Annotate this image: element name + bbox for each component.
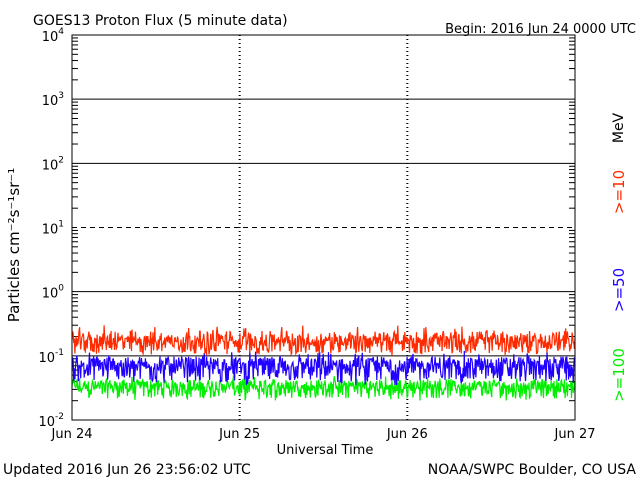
x-tick-label: Jun 26	[386, 427, 428, 442]
legend-entry: >=100	[610, 348, 628, 402]
y-tick-label: 103	[42, 91, 64, 109]
chart-title: GOES13 Proton Flux (5 minute data)	[33, 13, 288, 29]
y-tick-label: 10-2	[38, 412, 64, 430]
begin-time: Begin: 2016 Jun 24 0000 UTC	[445, 22, 636, 37]
y-tick-labels: 104 103 102 101 100 10-1 10-2	[38, 27, 64, 430]
x-axis-label: Universal Time	[277, 443, 374, 458]
y-tick-label: 100	[42, 284, 65, 302]
data-source: NOAA/SWPC Boulder, CO USA	[428, 462, 637, 478]
y-tick-label: 10-1	[38, 348, 64, 366]
y-axis-label: Particles cm⁻²s⁻¹sr⁻¹	[5, 168, 23, 322]
data-series	[71, 325, 576, 401]
x-tick-label: Jun 25	[218, 427, 260, 442]
y-tick-label: 101	[42, 220, 64, 238]
x-tick-label: Jun 27	[554, 427, 596, 442]
series-line	[71, 325, 576, 356]
legend-unit: MeV	[611, 112, 627, 143]
updated-time: Updated 2016 Jun 26 23:56:02 UTC	[3, 462, 251, 478]
y-tick-label: 104	[42, 27, 65, 45]
legend-entry: >=50	[610, 268, 628, 312]
plot-frame	[71, 34, 576, 421]
legend: MeV >=10 >=50 >=100	[610, 112, 628, 401]
y-tick-label: 102	[42, 155, 64, 173]
series-line	[71, 350, 576, 385]
x-tick-label: Jun 24	[51, 427, 93, 442]
series-line	[71, 375, 576, 401]
legend-entry: >=10	[610, 170, 628, 214]
x-tick-labels: Jun 24 Jun 25 Jun 26 Jun 27	[51, 427, 596, 442]
